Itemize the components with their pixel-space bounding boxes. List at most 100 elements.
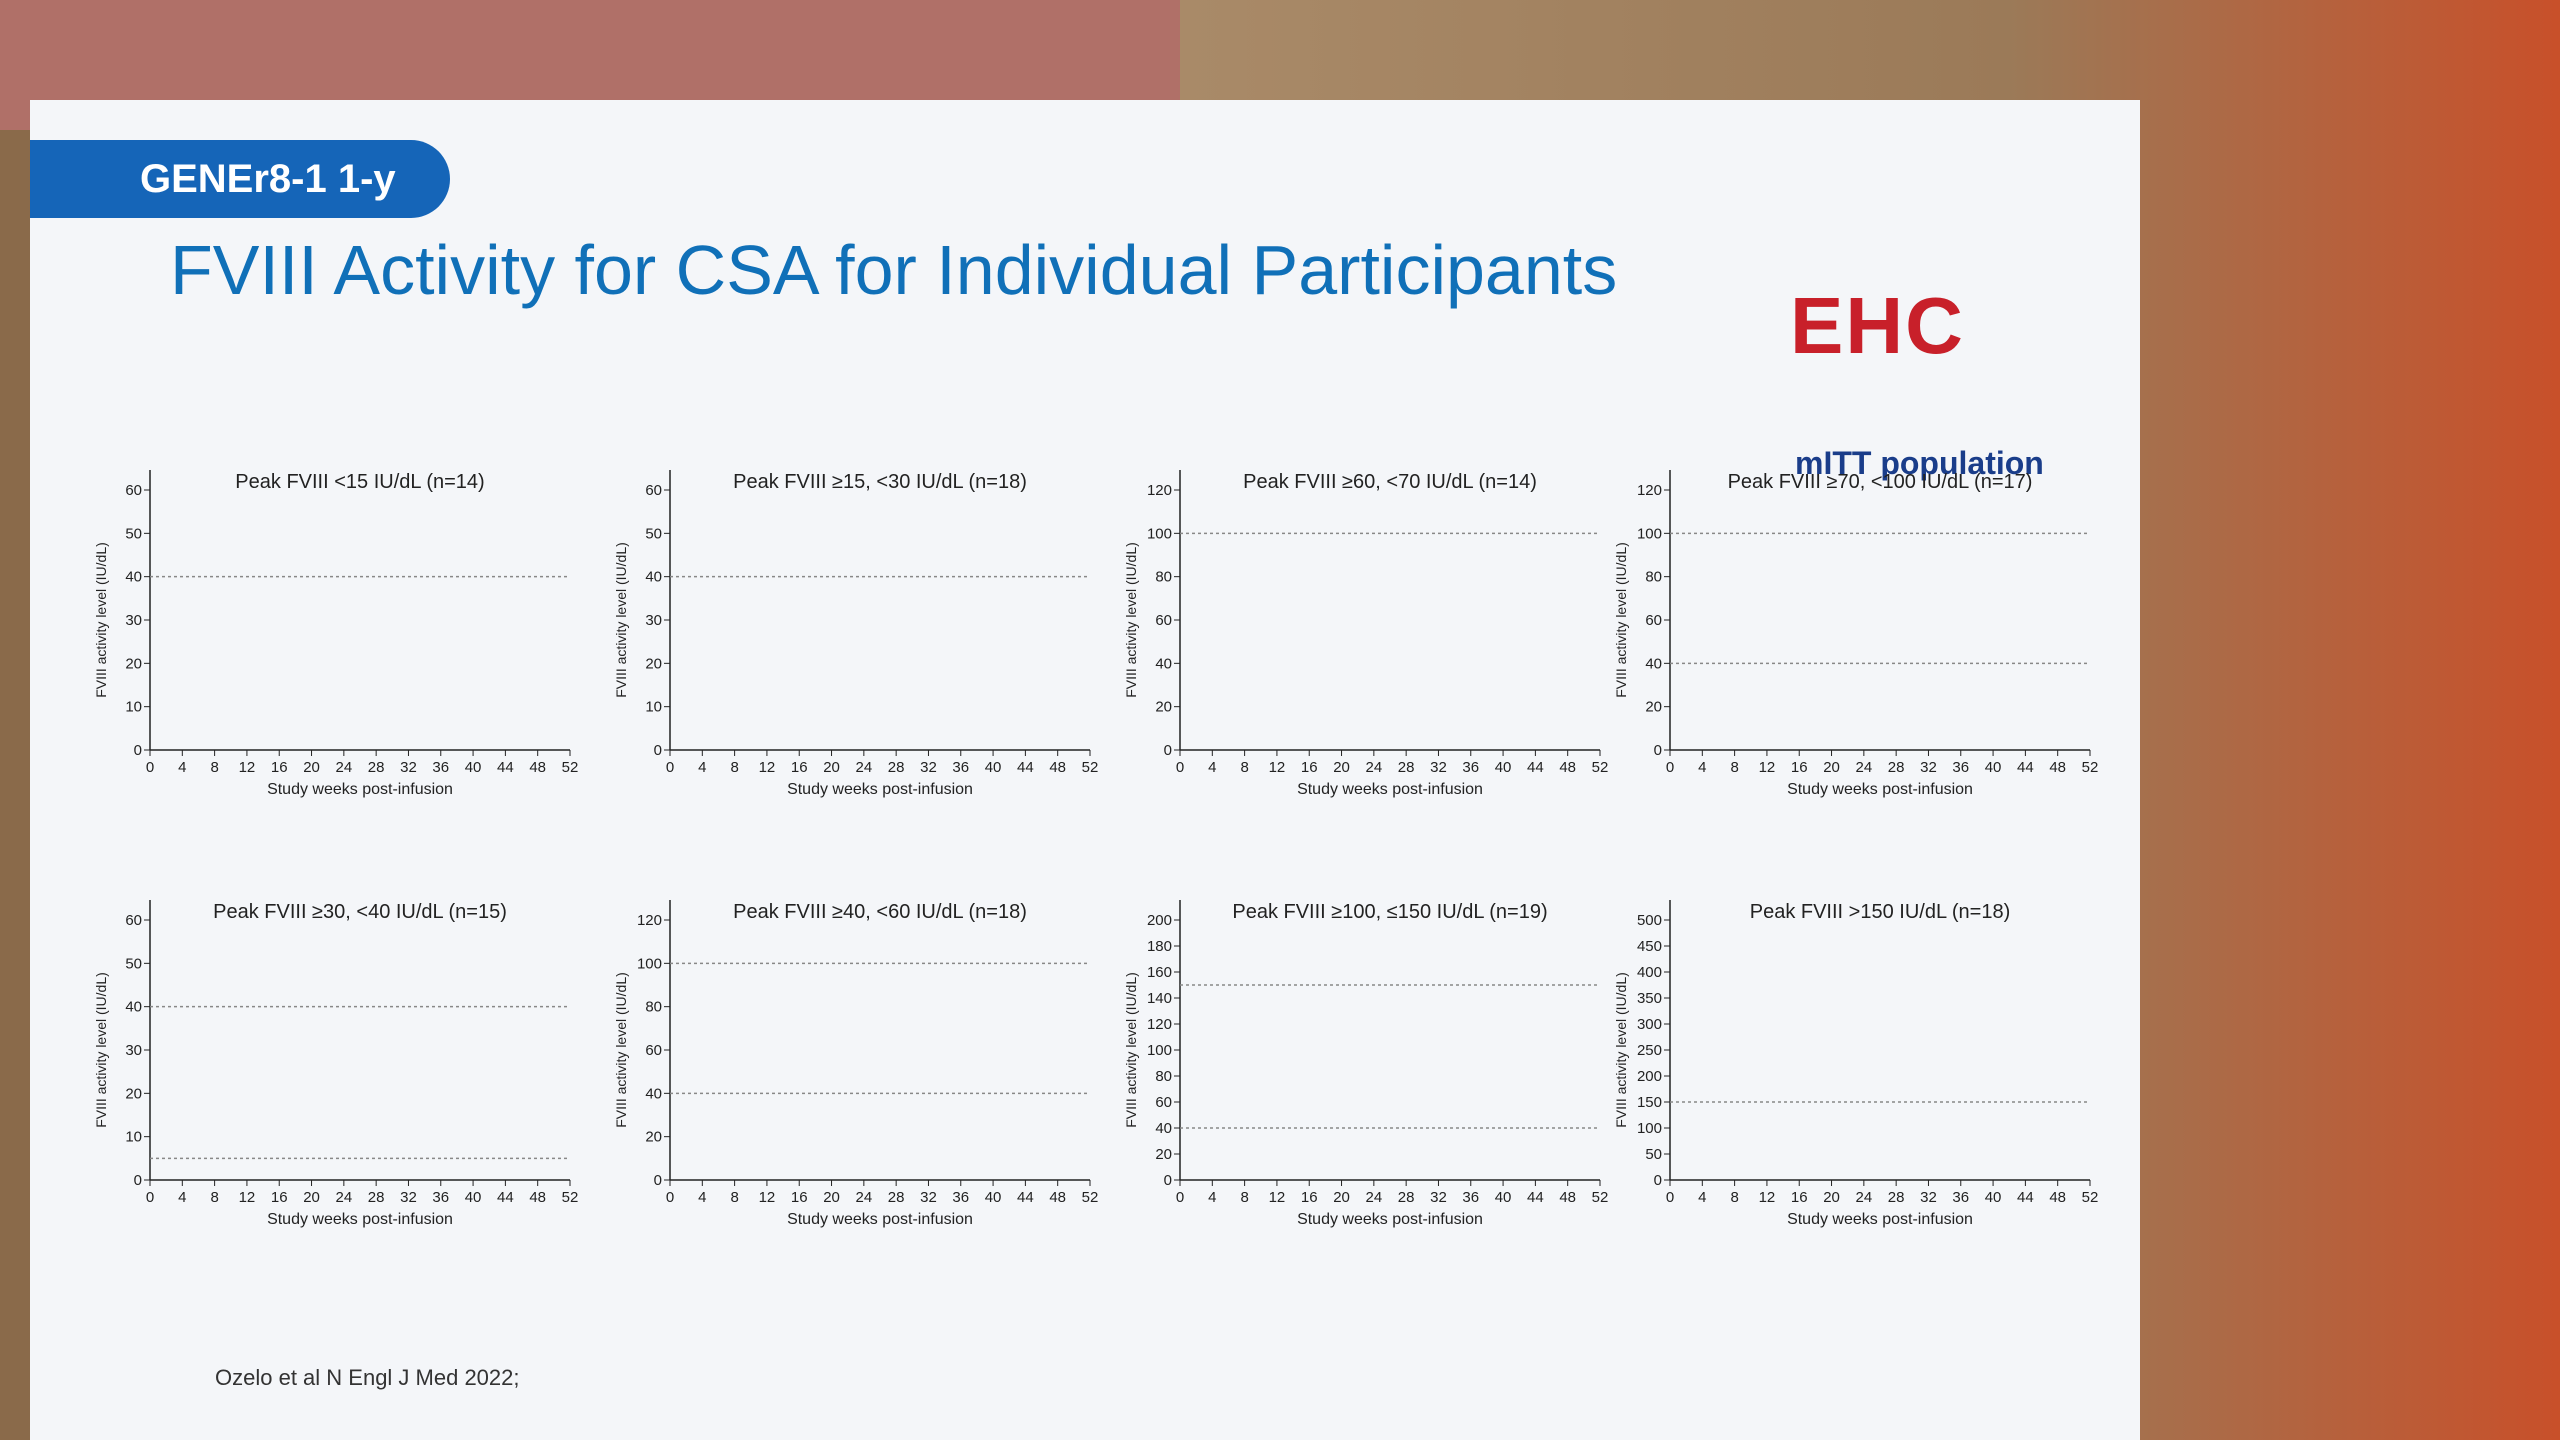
x-tick-label: 4 xyxy=(178,1189,186,1206)
x-tick-label: 36 xyxy=(1462,759,1479,776)
x-tick-label: 32 xyxy=(400,1189,417,1206)
x-tick-label: 44 xyxy=(497,759,514,776)
x-tick-label: 8 xyxy=(1730,759,1738,776)
population-label: mITT population xyxy=(1795,445,2044,481)
x-tick-label: 40 xyxy=(1495,1189,1512,1206)
y-axis-label: FVIII activity level (IU/dL) xyxy=(93,972,109,1128)
y-tick-label: 0 xyxy=(654,742,662,759)
chart-title: Peak FVIII ≥15, <30 IU/dL (n=18) xyxy=(733,471,1027,493)
y-tick-label: 60 xyxy=(1645,612,1662,629)
x-axis-label: Study weeks post-infusion xyxy=(1297,781,1483,798)
x-tick-label: 28 xyxy=(1888,759,1905,776)
x-tick-label: 28 xyxy=(1398,759,1415,776)
x-tick-label: 24 xyxy=(856,1189,873,1206)
y-tick-label: 20 xyxy=(125,1085,142,1102)
chart: Peak FVIII >150 IU/dL (n=18)050100150200… xyxy=(1613,900,2098,1228)
chart: Peak FVIII ≥30, <40 IU/dL (n=15) 0 10 20 30 4… xyxy=(93,900,578,1228)
y-tick-label: 40 xyxy=(125,999,142,1016)
chart-title: Peak FVIII >150 IU/dL (n=18) xyxy=(1750,901,2011,923)
x-tick-label: 12 xyxy=(239,1189,256,1206)
chart: Peak FVIII ≥70, <100 IU/dL (n=17)0204060… xyxy=(1613,470,2098,798)
y-tick-label: 0 xyxy=(1164,1172,1172,1189)
x-tick-label: 4 xyxy=(1698,759,1706,776)
y-tick-label: 100 xyxy=(1637,525,1662,542)
x-tick-label: 0 xyxy=(1176,1189,1184,1206)
x-tick-label: 48 xyxy=(2049,759,2066,776)
x-tick-label: 20 xyxy=(1823,759,1840,776)
x-tick-label: 40 xyxy=(465,1189,482,1206)
x-tick-label: 44 xyxy=(2017,1189,2034,1206)
y-axis-label: FVIII activity level (IU/dL) xyxy=(1613,972,1629,1128)
y-tick-label: 80 xyxy=(1155,1068,1172,1085)
y-tick-label: 20 xyxy=(1645,699,1662,716)
x-tick-label: 36 xyxy=(432,1189,449,1206)
x-tick-label: 8 xyxy=(1240,1189,1248,1206)
logo: EHC xyxy=(1790,281,1965,370)
x-tick-label: 52 xyxy=(2082,759,2099,776)
x-tick-label: 0 xyxy=(146,759,154,776)
x-tick-label: 32 xyxy=(920,1189,937,1206)
study-badge: GENEr8-1 1-y xyxy=(30,140,450,218)
x-tick-label: 24 xyxy=(336,759,353,776)
y-tick-label: 40 xyxy=(1155,655,1172,672)
x-tick-label: 44 xyxy=(1527,1189,1544,1206)
chart: Peak FVIII ≥40, <60 IU/dL (n=18)02040608… xyxy=(613,900,1098,1228)
x-axis-label: Study weeks post-infusion xyxy=(267,781,453,798)
y-tick-label: 30 xyxy=(125,612,142,629)
y-tick-label: 450 xyxy=(1637,938,1662,955)
x-tick-label: 24 xyxy=(1366,759,1383,776)
x-tick-label: 0 xyxy=(1176,759,1184,776)
x-tick-label: 16 xyxy=(271,759,288,776)
y-tick-label: 40 xyxy=(1155,1120,1172,1137)
y-tick-label: 140 xyxy=(1147,990,1172,1007)
x-tick-label: 48 xyxy=(1559,759,1576,776)
y-tick-label: 0 xyxy=(1164,742,1172,759)
x-tick-label: 36 xyxy=(1462,1189,1479,1206)
x-tick-label: 12 xyxy=(239,759,256,776)
x-tick-label: 44 xyxy=(1527,759,1544,776)
x-tick-label: 36 xyxy=(952,1189,969,1206)
chart: Peak FVIII ≥100, ≤150 IU/dL (n=19)020406… xyxy=(1123,900,1608,1228)
x-tick-label: 16 xyxy=(1791,1189,1808,1206)
y-tick-label: 400 xyxy=(1637,964,1662,981)
x-tick-label: 12 xyxy=(1269,1189,1286,1206)
x-tick-label: 8 xyxy=(1730,1189,1738,1206)
y-tick-label: 120 xyxy=(1147,1016,1172,1033)
x-tick-label: 16 xyxy=(1791,759,1808,776)
x-tick-label: 4 xyxy=(1208,1189,1216,1206)
x-tick-label: 52 xyxy=(1592,759,1609,776)
x-tick-label: 12 xyxy=(1759,759,1776,776)
x-tick-label: 0 xyxy=(1666,759,1674,776)
x-tick-label: 16 xyxy=(1301,1189,1318,1206)
x-tick-label: 24 xyxy=(1856,1189,1873,1206)
y-tick-label: 20 xyxy=(645,1129,662,1146)
x-tick-label: 28 xyxy=(888,759,905,776)
x-axis-label: Study weeks post-infusion xyxy=(787,1211,973,1228)
y-tick-label: 20 xyxy=(1155,699,1172,716)
x-tick-label: 36 xyxy=(432,759,449,776)
x-tick-label: 20 xyxy=(1333,1189,1350,1206)
y-tick-label: 40 xyxy=(125,569,142,586)
x-tick-label: 4 xyxy=(1698,1189,1706,1206)
x-tick-label: 48 xyxy=(529,1189,546,1206)
x-tick-label: 44 xyxy=(497,1189,514,1206)
x-tick-label: 20 xyxy=(823,1189,840,1206)
x-tick-label: 52 xyxy=(1082,759,1099,776)
x-tick-label: 32 xyxy=(1920,1189,1937,1206)
x-tick-label: 20 xyxy=(303,759,320,776)
y-tick-label: 200 xyxy=(1147,912,1172,929)
x-tick-label: 40 xyxy=(985,759,1002,776)
x-tick-label: 28 xyxy=(1398,1189,1415,1206)
y-tick-label: 100 xyxy=(637,955,662,972)
x-axis-label: Study weeks post-infusion xyxy=(1787,781,1973,798)
y-axis-label: FVIII activity level (IU/dL) xyxy=(613,542,629,698)
y-tick-label: 120 xyxy=(637,912,662,929)
y-tick-label: 30 xyxy=(645,612,662,629)
x-tick-label: 48 xyxy=(1049,759,1066,776)
y-tick-label: 80 xyxy=(1645,569,1662,586)
y-axis-label: FVIII activity level (IU/dL) xyxy=(1613,542,1629,698)
y-tick-label: 60 xyxy=(125,912,142,929)
y-tick-label: 100 xyxy=(1637,1120,1662,1137)
y-tick-label: 30 xyxy=(125,1042,142,1059)
x-tick-label: 16 xyxy=(791,759,808,776)
